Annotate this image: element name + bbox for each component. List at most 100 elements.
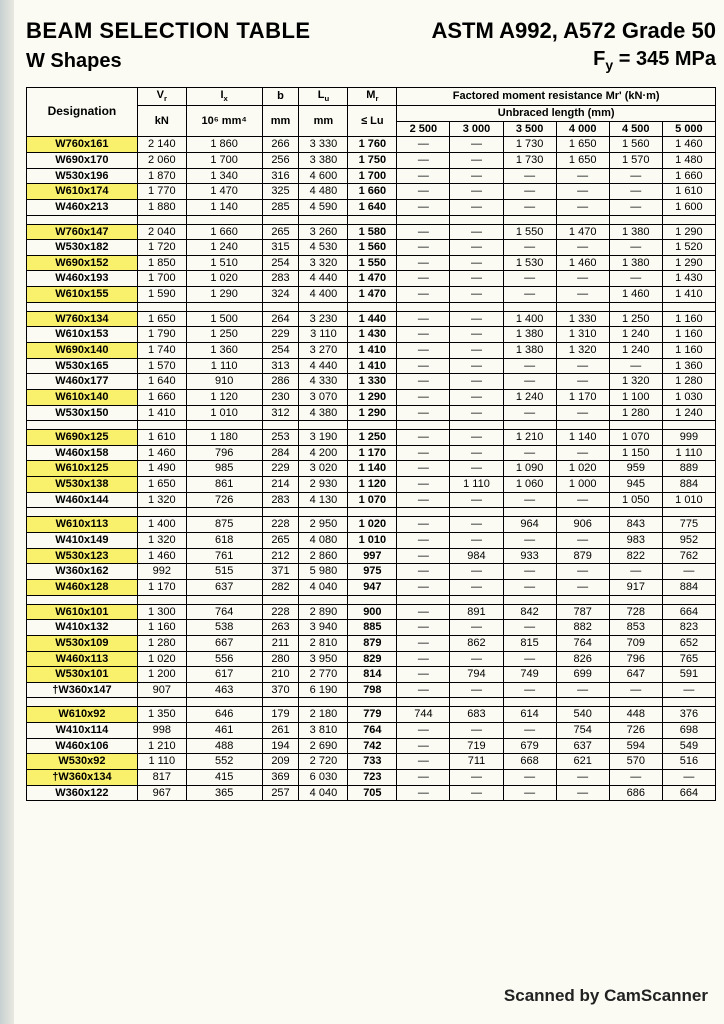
moment-cell: — bbox=[397, 168, 450, 184]
data-cell: 907 bbox=[137, 682, 186, 698]
data-cell: 1 410 bbox=[137, 405, 186, 421]
designation-cell: W530x123 bbox=[27, 548, 138, 564]
mr-cell: 1 560 bbox=[348, 240, 397, 256]
data-cell: 1 880 bbox=[137, 199, 186, 215]
data-cell: 1 500 bbox=[186, 311, 262, 327]
moment-cell: — bbox=[503, 533, 556, 549]
moment-cell: — bbox=[450, 255, 503, 271]
data-cell: 1 360 bbox=[186, 343, 262, 359]
moment-cell: 664 bbox=[662, 604, 715, 620]
data-cell: 228 bbox=[262, 517, 299, 533]
table-row: W610x1011 3007642282 890900—891842787728… bbox=[27, 604, 716, 620]
col-vr: Vr bbox=[137, 88, 186, 106]
data-cell: 1 610 bbox=[137, 430, 186, 446]
moment-cell: 843 bbox=[609, 517, 662, 533]
data-cell: 618 bbox=[186, 533, 262, 549]
col-3000: 3 000 bbox=[450, 121, 503, 137]
mr-cell: 997 bbox=[348, 548, 397, 564]
moment-cell: — bbox=[397, 533, 450, 549]
moment-cell: 699 bbox=[556, 667, 609, 683]
mr-cell: 1 550 bbox=[348, 255, 397, 271]
data-cell: 1 400 bbox=[137, 517, 186, 533]
data-cell: 1 650 bbox=[137, 311, 186, 327]
moment-cell: 1 140 bbox=[556, 430, 609, 446]
group-spacer bbox=[27, 215, 716, 224]
moment-cell: 664 bbox=[662, 785, 715, 801]
moment-cell: — bbox=[450, 343, 503, 359]
col-2500: 2 500 bbox=[397, 121, 450, 137]
moment-cell: 1 530 bbox=[503, 255, 556, 271]
moment-cell: — bbox=[503, 492, 556, 508]
data-cell: 637 bbox=[186, 579, 262, 595]
mr-cell: 1 430 bbox=[348, 327, 397, 343]
moment-cell: — bbox=[397, 548, 450, 564]
moment-cell: 652 bbox=[662, 635, 715, 651]
data-cell: 1 460 bbox=[137, 548, 186, 564]
moment-cell: — bbox=[450, 517, 503, 533]
data-cell: 369 bbox=[262, 770, 299, 786]
mr-cell: 1 700 bbox=[348, 168, 397, 184]
mr-cell: 1 410 bbox=[348, 358, 397, 374]
moment-cell: 891 bbox=[450, 604, 503, 620]
table-row: W690x1251 6101 1802533 1901 250——1 2101 … bbox=[27, 430, 716, 446]
designation-cell: W610x140 bbox=[27, 389, 138, 405]
table-row: W530x1231 4607612122 860997—984933879822… bbox=[27, 548, 716, 564]
designation-cell: W690x125 bbox=[27, 430, 138, 446]
moment-cell: — bbox=[503, 405, 556, 421]
moment-cell: 698 bbox=[662, 723, 715, 739]
table-body: W760x1612 1401 8602663 3301 760——1 7301 … bbox=[27, 137, 716, 801]
data-cell: 312 bbox=[262, 405, 299, 421]
moment-cell: 1 360 bbox=[662, 358, 715, 374]
table-row: W460x1441 3207262834 1301 070————1 0501 … bbox=[27, 492, 716, 508]
moment-cell: 999 bbox=[662, 430, 715, 446]
designation-cell: W460x177 bbox=[27, 374, 138, 390]
page: BEAM SELECTION TABLE W Shapes ASTM A992,… bbox=[0, 0, 724, 1024]
moment-cell: — bbox=[450, 271, 503, 287]
moment-cell: — bbox=[397, 271, 450, 287]
data-cell: 209 bbox=[262, 754, 299, 770]
data-cell: 796 bbox=[186, 445, 262, 461]
designation-cell: W460x144 bbox=[27, 492, 138, 508]
moment-cell: — bbox=[397, 389, 450, 405]
moment-cell: — bbox=[503, 770, 556, 786]
moment-cell: 1 290 bbox=[662, 255, 715, 271]
moment-cell: — bbox=[556, 168, 609, 184]
designation-cell: W530x109 bbox=[27, 635, 138, 651]
moment-cell: — bbox=[556, 405, 609, 421]
data-cell: 256 bbox=[262, 152, 299, 168]
mr-cell: 1 760 bbox=[348, 137, 397, 153]
moment-cell: 719 bbox=[450, 738, 503, 754]
data-cell: 415 bbox=[186, 770, 262, 786]
mr-cell: 742 bbox=[348, 738, 397, 754]
mr-cell: 829 bbox=[348, 651, 397, 667]
moment-cell: 1 330 bbox=[556, 311, 609, 327]
table-row: W610x1251 4909852293 0201 140——1 0901 02… bbox=[27, 461, 716, 477]
moment-cell: 933 bbox=[503, 548, 556, 564]
moment-cell: 765 bbox=[662, 651, 715, 667]
data-cell: 1 510 bbox=[186, 255, 262, 271]
designation-cell: W610x113 bbox=[27, 517, 138, 533]
data-cell: 992 bbox=[137, 564, 186, 580]
moment-cell: 862 bbox=[450, 635, 503, 651]
data-cell: 1 120 bbox=[186, 389, 262, 405]
moment-cell: — bbox=[556, 785, 609, 801]
data-cell: 212 bbox=[262, 548, 299, 564]
col-designation: Designation bbox=[27, 88, 138, 137]
moment-cell: — bbox=[450, 785, 503, 801]
fy-label: Fy = 345 MPa bbox=[432, 48, 717, 73]
moment-cell: 749 bbox=[503, 667, 556, 683]
data-cell: 370 bbox=[262, 682, 299, 698]
moment-cell: — bbox=[397, 477, 450, 493]
data-cell: 1 850 bbox=[137, 255, 186, 271]
mr-cell: 1 440 bbox=[348, 311, 397, 327]
data-cell: 463 bbox=[186, 682, 262, 698]
moment-cell: — bbox=[397, 461, 450, 477]
designation-cell: W530x150 bbox=[27, 405, 138, 421]
moment-cell: — bbox=[397, 517, 450, 533]
data-cell: 229 bbox=[262, 461, 299, 477]
moment-cell: — bbox=[450, 564, 503, 580]
designation-cell: W530x92 bbox=[27, 754, 138, 770]
mr-cell: 764 bbox=[348, 723, 397, 739]
table-row: W760x1612 1401 8602663 3301 760——1 7301 … bbox=[27, 137, 716, 153]
data-cell: 1 740 bbox=[137, 343, 186, 359]
